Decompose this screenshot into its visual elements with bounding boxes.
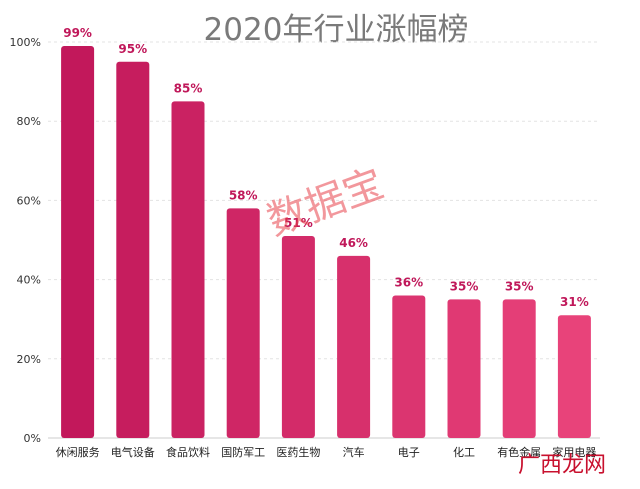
x-tick-label: 电子 [398, 446, 420, 459]
bar-value-label: 31% [560, 295, 589, 309]
bar-value-label: 35% [450, 279, 479, 293]
chart-title: 2020年行业涨幅榜 [204, 12, 469, 48]
y-tick-label: 100% [10, 36, 41, 49]
y-tick-label: 80% [17, 115, 41, 128]
bar-value-label: 95% [118, 42, 147, 56]
x-tick-label: 有色金属 [497, 445, 541, 459]
y-tick-label: 60% [17, 194, 41, 207]
y-tick-label: 0% [24, 432, 41, 445]
x-tick-label: 家用电器 [552, 445, 596, 459]
bar-value-label: 46% [339, 236, 368, 250]
x-tick-label: 休闲服务 [56, 445, 100, 459]
bar [337, 255, 371, 438]
watermark: 数据宝 [261, 161, 389, 245]
bar [116, 61, 150, 439]
x-axis-categories: 休闲服务 电气设备 食品饮料 国防军工 医药生物 汽车 电子 化工 有色金属 家用电器 [56, 445, 597, 459]
bar-value-label: 58% [229, 188, 258, 202]
bar [392, 295, 426, 438]
corner-logo: 广西龙网 [518, 453, 606, 478]
x-tick-label: 化工 [453, 445, 475, 459]
bar [447, 299, 481, 438]
bar [226, 208, 260, 438]
x-tick-label: 汽车 [343, 445, 365, 459]
y-axis: 0% 20% 40% 60% 80% 100% [10, 36, 41, 445]
bar [61, 45, 95, 439]
bar [171, 101, 205, 439]
bar-value-label: 51% [284, 216, 313, 230]
bar [281, 236, 315, 438]
x-tick-label: 医药生物 [276, 445, 320, 459]
bar-value-label: 36% [394, 275, 423, 289]
x-tick-label: 电气设备 [111, 445, 155, 459]
bar [557, 315, 591, 438]
x-tick-label: 国防军工 [221, 445, 265, 459]
y-tick-label: 20% [17, 353, 41, 366]
x-tick-label: 食品饮料 [166, 445, 210, 459]
bar-value-label: 85% [174, 81, 203, 95]
bar [502, 299, 536, 438]
bar-value-label: 99% [63, 26, 92, 40]
bar-value-label: 35% [505, 279, 534, 293]
value-labels: 99% 95% 85% 58% 51% 46% 36% 35% 35% 31% [63, 26, 589, 309]
bars [61, 45, 591, 439]
y-tick-label: 40% [17, 274, 41, 287]
